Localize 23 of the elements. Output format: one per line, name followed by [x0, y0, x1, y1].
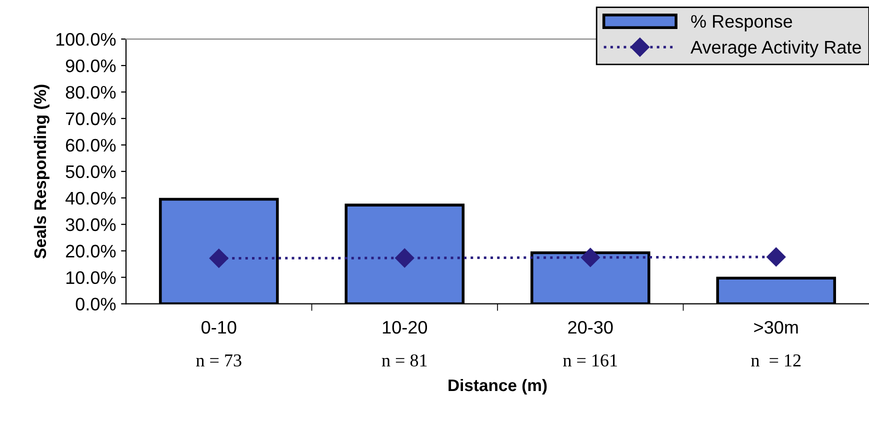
y-tick-label: 70.0%: [66, 112, 116, 126]
y-tick-label: 40.0%: [66, 192, 116, 205]
y-tick-label: 80.0%: [66, 86, 116, 99]
y-tick-label: 50.0%: [66, 165, 116, 178]
text: n = 12: [751, 354, 801, 366]
text: n = 81: [382, 354, 427, 367]
x-tick-label: 10-20: [382, 320, 428, 334]
x-tick-label: >30m: [754, 320, 798, 334]
legend-label: Average Activity Rate: [690, 40, 861, 58]
x-axis-title: Distance (m): [448, 378, 547, 394]
y-tick-label: 90.0%: [66, 59, 116, 72]
legend-label: % Response: [691, 15, 792, 32]
x-tick-label: 20-30: [568, 320, 613, 334]
y-tick-label: 0.0%: [76, 298, 116, 311]
y-axis-title: Seals Responding (%): [34, 84, 50, 258]
y-tick-label: 10.0%: [66, 271, 116, 284]
text: n = 73: [196, 354, 242, 367]
y-tick-label: 60.0%: [66, 138, 116, 152]
y-tick-label: 30.0%: [66, 218, 116, 232]
y-tick-label: 100.0%: [56, 32, 116, 46]
y-tick-label: 20.0%: [66, 244, 116, 258]
x-tick-label: 0-10: [202, 320, 236, 334]
text: n = 161: [563, 354, 617, 367]
